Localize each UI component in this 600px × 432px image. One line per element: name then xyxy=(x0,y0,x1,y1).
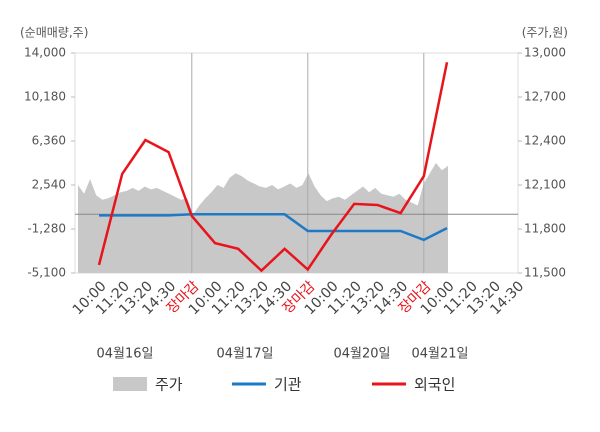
y-axis-label: (순매매량,주) xyxy=(20,26,88,40)
series-line xyxy=(99,213,448,242)
legend-swatch xyxy=(113,377,147,391)
y2-axis-label: (주가,원) xyxy=(522,26,568,40)
y-tick-label: 2,540 xyxy=(32,178,66,192)
y-tick-label: 10,180 xyxy=(24,90,66,104)
price-area xyxy=(78,163,448,273)
y2-tick-label: 11,500 xyxy=(524,266,566,280)
legend-label: 주가 xyxy=(155,376,183,394)
series-line xyxy=(97,61,449,273)
date-label: 04월17일 xyxy=(216,347,273,362)
date-label: 04월21일 xyxy=(411,347,468,362)
date-label: 04월16일 xyxy=(96,347,153,362)
date-label: 04월20일 xyxy=(333,347,390,362)
y2-tick-label: 12,100 xyxy=(524,178,566,192)
y2-tick-label: 12,400 xyxy=(524,134,566,148)
legend-label: 기관 xyxy=(274,376,302,394)
y2-tick-label: 11,800 xyxy=(524,222,566,236)
y-tick-label: 14,000 xyxy=(24,46,66,60)
y-tick-label: -1,280 xyxy=(27,222,66,236)
y-tick-label: 6,360 xyxy=(32,134,66,148)
legend-label: 외국인 xyxy=(414,376,455,394)
y2-tick-label: 12,700 xyxy=(524,90,566,104)
y2-tick-label: 13,000 xyxy=(524,46,566,60)
y-tick-label: -5,100 xyxy=(27,266,66,280)
